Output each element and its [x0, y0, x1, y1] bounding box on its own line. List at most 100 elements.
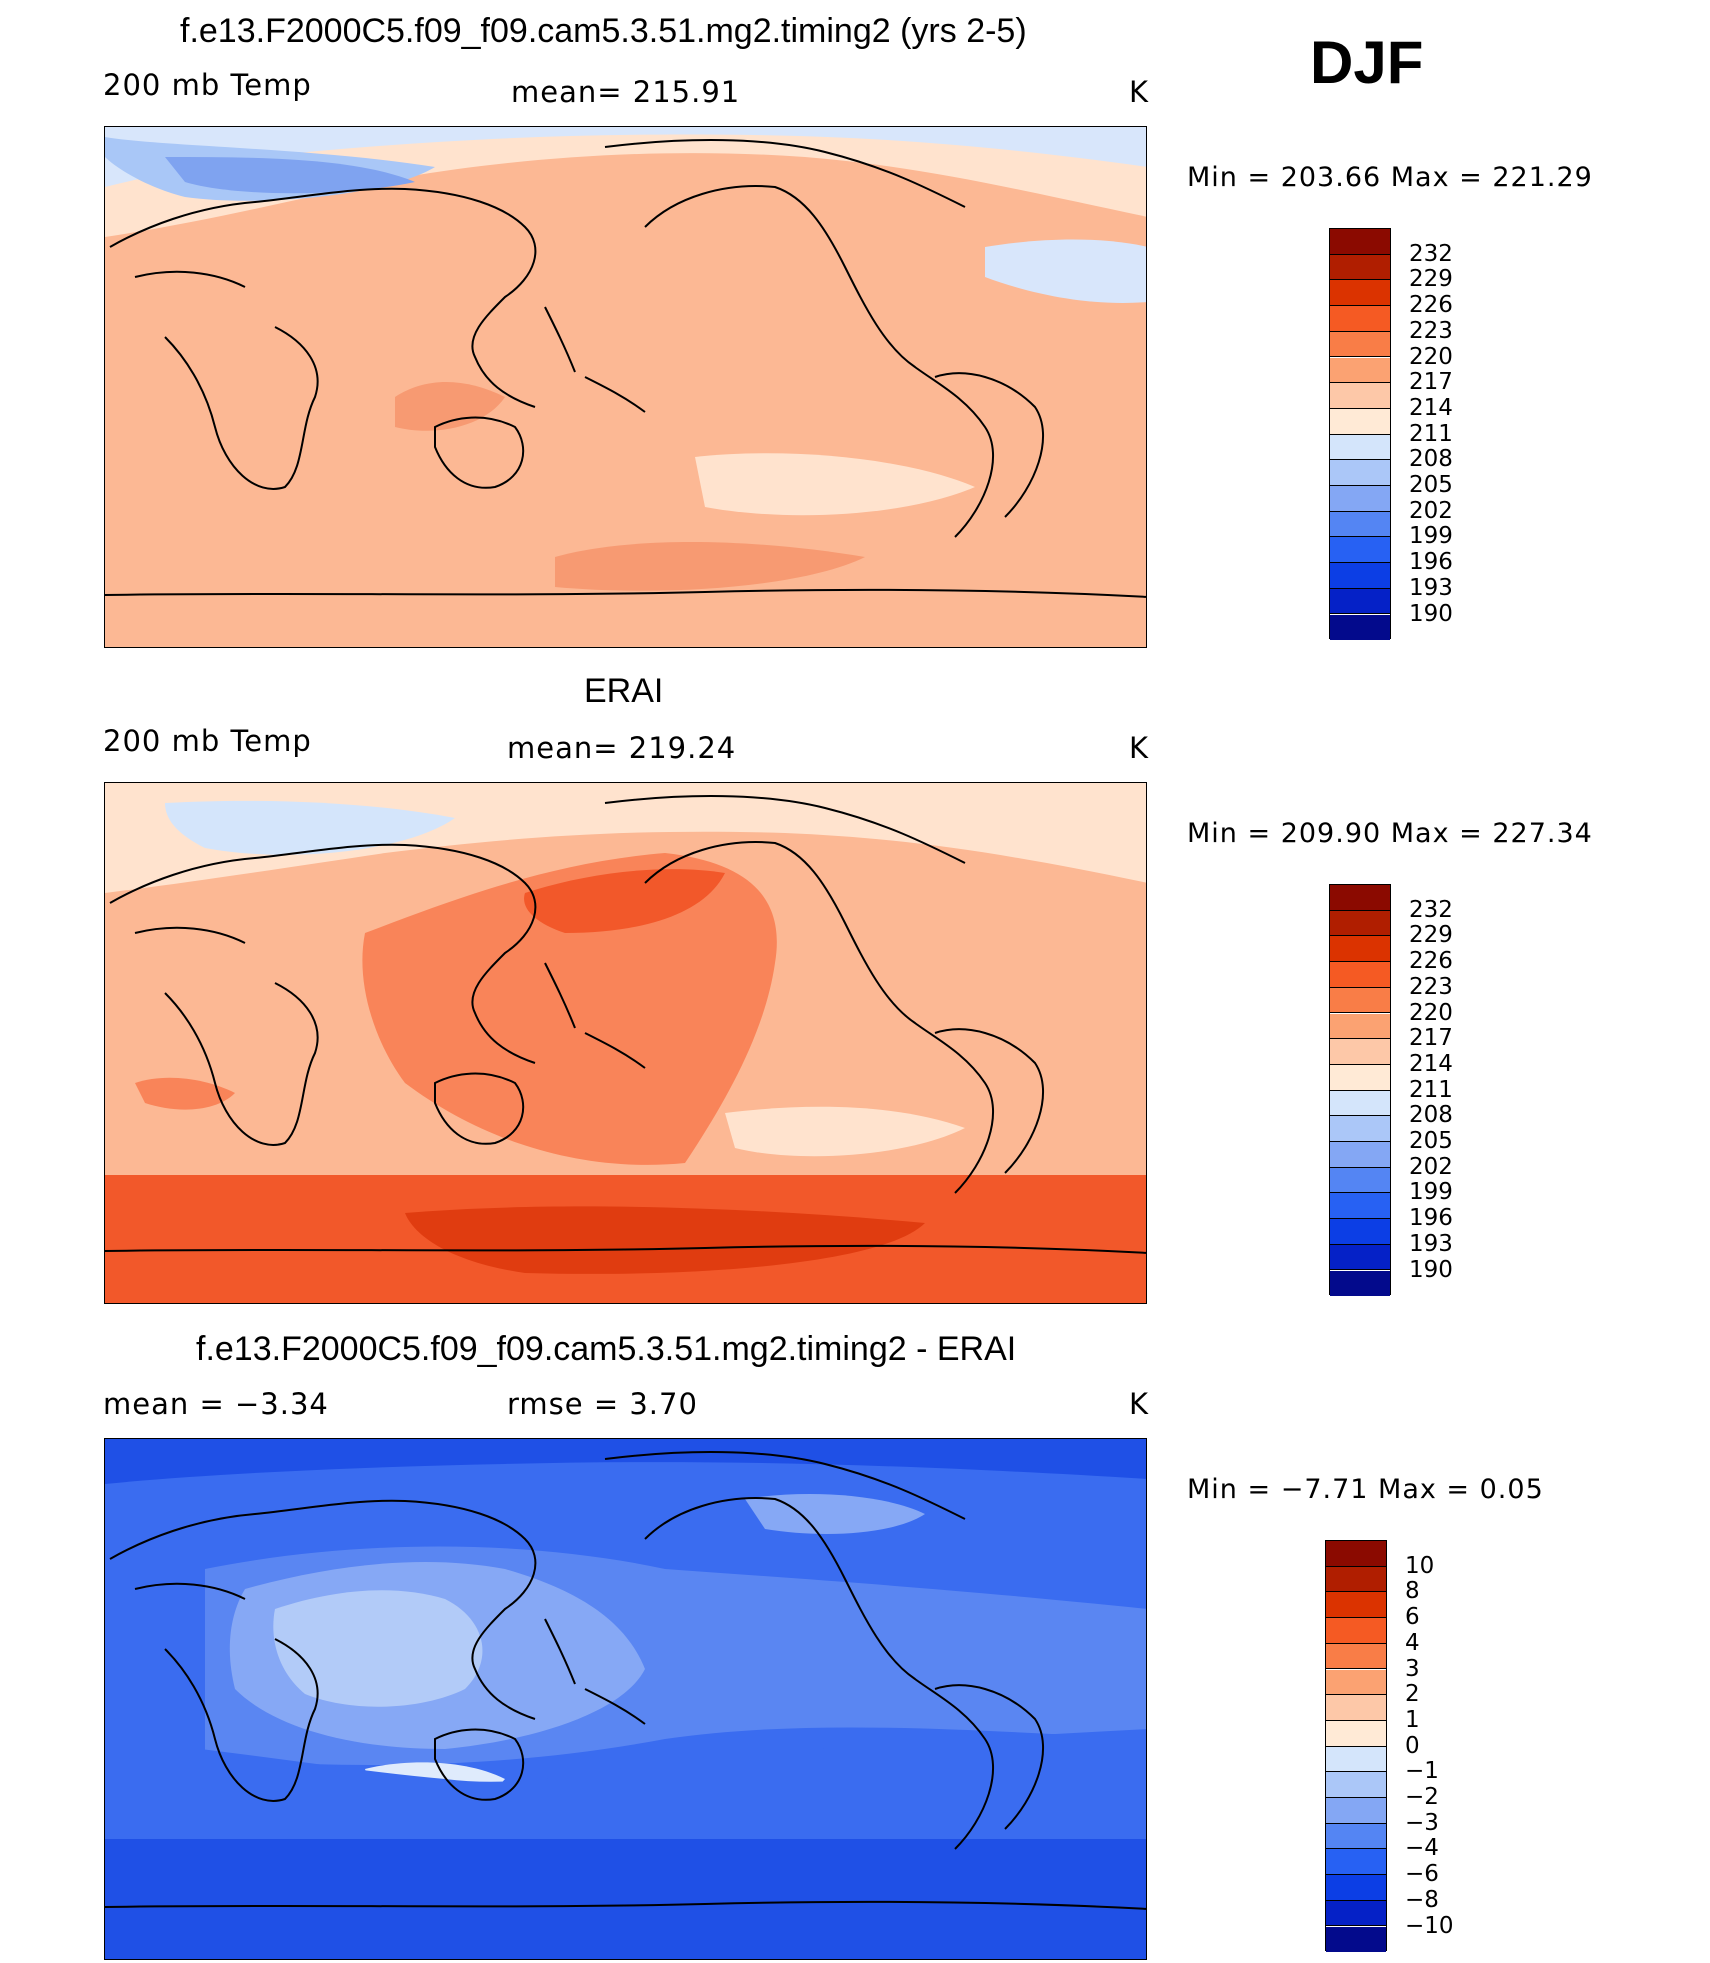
colorbar-label: 223	[1409, 317, 1453, 344]
colorbar-swatch	[1326, 1798, 1386, 1824]
colorbar-swatch	[1330, 408, 1390, 435]
colorbar-label: 226	[1409, 292, 1453, 319]
colorbar-label: 196	[1409, 549, 1453, 576]
colorbar-swatch	[1330, 537, 1390, 564]
colorbar-label: 208	[1409, 446, 1453, 473]
colorbar-swatch	[1330, 306, 1390, 332]
panel-minmax-diff: Min = −7.71 Max = 0.05	[1187, 1474, 1544, 1505]
panel-title-diff: f.e13.F2000C5.f09_f09.cam5.3.51.mg2.timi…	[196, 1330, 1017, 1368]
colorbar-label: 8	[1405, 1578, 1420, 1605]
colorbar-swatch	[1326, 1669, 1386, 1696]
panel-minmax-model: Min = 203.66 Max = 221.29	[1187, 162, 1593, 193]
colorbar-swatch	[1330, 1116, 1390, 1142]
map-diff	[104, 1438, 1147, 1960]
map-model	[104, 126, 1147, 648]
colorbar-label: 2	[1405, 1681, 1420, 1708]
panel-rmse-diff: rmse = 3.70	[507, 1387, 698, 1421]
colorbar-label: 199	[1409, 1179, 1453, 1206]
panel-mean-model: mean= 215.91	[511, 75, 741, 109]
colorbar-swatch	[1330, 1219, 1390, 1245]
colorbar-swatch	[1330, 1142, 1390, 1168]
colorbar-label: −10	[1405, 1912, 1454, 1939]
colorbar-label: 193	[1409, 1230, 1453, 1257]
colorbar-label: 223	[1409, 973, 1453, 1000]
colorbar-swatch	[1330, 962, 1390, 988]
colorbar-label: 211	[1409, 1076, 1453, 1103]
colorbar-swatch	[1326, 1541, 1386, 1567]
colorbar-label: 190	[1409, 600, 1453, 627]
colorbar-label: −2	[1405, 1784, 1439, 1810]
colorbar-label: 226	[1409, 948, 1453, 975]
colorbar-swatch	[1326, 1875, 1386, 1901]
colorbar-swatch	[1330, 254, 1390, 281]
colorbar-box	[1325, 1540, 1387, 1953]
colorbar-label: −3	[1405, 1809, 1439, 1836]
colorbar-label: 190	[1409, 1256, 1453, 1283]
panel-title-obs: ERAI	[584, 672, 664, 710]
colorbar-label: 4	[1405, 1629, 1420, 1656]
map-obs	[104, 782, 1147, 1304]
colorbar-swatch	[1330, 885, 1390, 911]
colorbar-swatch	[1326, 1618, 1386, 1644]
colorbar-label: 199	[1409, 523, 1453, 550]
colorbar-label: 202	[1409, 1153, 1453, 1180]
colorbar-swatch	[1330, 614, 1390, 641]
colorbar-label: 3	[1405, 1655, 1420, 1682]
colorbar-swatch	[1326, 1772, 1386, 1798]
colorbar-swatch	[1330, 1039, 1390, 1065]
contour-map-model	[105, 127, 1146, 647]
colorbar-label: −8	[1405, 1886, 1439, 1913]
colorbar-label: 193	[1409, 574, 1453, 601]
colorbar-swatch	[1330, 331, 1390, 358]
colorbar-box	[1329, 884, 1391, 1297]
colorbar-label: 0	[1405, 1732, 1420, 1759]
panel-mean-diff: mean = −3.34	[103, 1387, 329, 1421]
colorbar-label: 1	[1405, 1706, 1420, 1733]
colorbar-swatch	[1330, 1090, 1390, 1117]
colorbar-swatch	[1326, 1926, 1386, 1953]
colorbar-swatch	[1326, 1720, 1386, 1747]
colorbar-label: −6	[1405, 1861, 1439, 1888]
colorbar-swatch	[1330, 1270, 1390, 1297]
colorbar-swatch	[1330, 434, 1390, 461]
colorbar-label: 205	[1409, 1128, 1453, 1154]
colorbar-swatch	[1330, 1064, 1390, 1091]
contour-map-obs	[105, 783, 1146, 1303]
colorbar-swatch	[1326, 1592, 1386, 1619]
colorbar-swatch	[1330, 383, 1390, 409]
panel-units-diff: K	[1129, 1387, 1150, 1421]
colorbar-label: 220	[1409, 999, 1453, 1026]
colorbar-swatch	[1330, 936, 1390, 963]
colorbar-swatch	[1326, 1566, 1386, 1593]
colorbar-label: 205	[1409, 472, 1453, 498]
panel-minmax-obs: Min = 209.90 Max = 227.34	[1187, 818, 1593, 849]
panel-units-obs: K	[1129, 731, 1150, 765]
colorbar-label: 214	[1409, 1050, 1453, 1077]
colorbar-label: 229	[1409, 266, 1453, 293]
colorbar-label: −1	[1405, 1758, 1439, 1785]
colorbar-swatch	[1326, 1695, 1386, 1721]
colorbar-label: 6	[1405, 1604, 1420, 1631]
colorbar-label: 217	[1409, 369, 1453, 396]
contour-map-diff	[105, 1439, 1146, 1959]
colorbar-label: 217	[1409, 1025, 1453, 1052]
colorbar-label: 202	[1409, 497, 1453, 524]
colorbar-swatch	[1326, 1849, 1386, 1876]
colorbar-swatch	[1330, 460, 1390, 486]
panel-mean-obs: mean= 219.24	[507, 731, 737, 765]
colorbar-label: 229	[1409, 922, 1453, 949]
panel-left-label-model: 200 mb Temp	[103, 68, 312, 102]
colorbar-swatch	[1330, 1167, 1390, 1194]
colorbar-swatch	[1330, 280, 1390, 307]
panel-units-model: K	[1129, 75, 1150, 109]
colorbar-swatch	[1330, 357, 1390, 384]
colorbar-swatch	[1330, 229, 1390, 255]
colorbar-swatch	[1330, 1244, 1390, 1271]
colorbar-swatch	[1330, 1193, 1390, 1220]
colorbar-label: 10	[1405, 1552, 1435, 1579]
colorbar-swatch	[1330, 588, 1390, 615]
colorbar-label: 211	[1409, 420, 1453, 447]
colorbar-swatch	[1330, 486, 1390, 512]
season-label: DJF	[1310, 29, 1424, 96]
colorbar-swatch	[1326, 1823, 1386, 1850]
